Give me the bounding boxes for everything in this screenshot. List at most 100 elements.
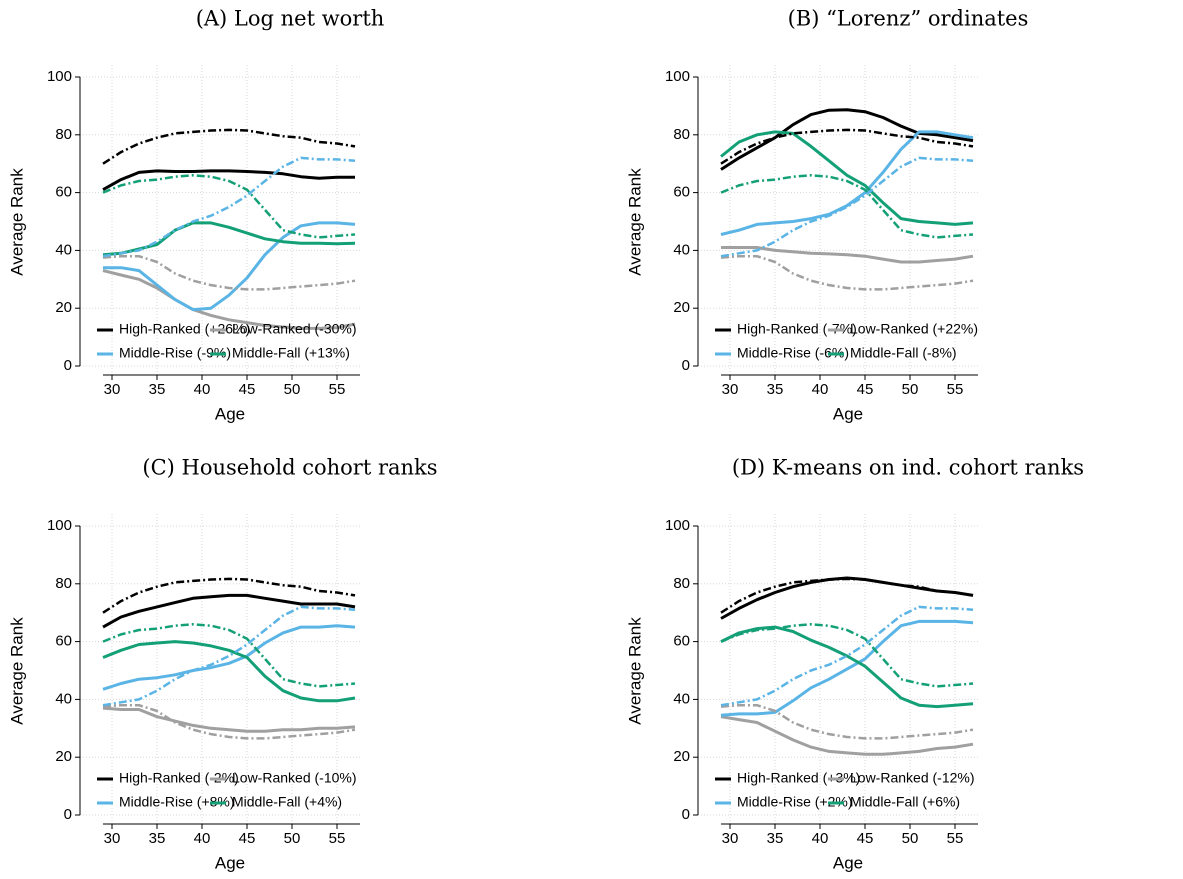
x-tick-label: 50	[902, 830, 919, 847]
x-axis-title: Age	[833, 853, 863, 872]
y-tick-label: 100	[665, 68, 690, 85]
y-tick-label: 60	[673, 633, 690, 650]
y-tick-label: 60	[673, 184, 690, 201]
y-tick-label: 40	[673, 690, 690, 707]
x-tick-label: 30	[722, 381, 739, 398]
series-line	[102, 169, 355, 192]
x-tick-label: 45	[857, 830, 874, 847]
y-axis-title: Average Rank	[625, 168, 644, 276]
y-axis-title: Average Rank	[625, 617, 644, 725]
legend-label: Low-Ranked (-10%)	[232, 770, 357, 786]
reference-line	[720, 577, 974, 614]
x-tick-label: 35	[149, 830, 166, 847]
legend-label: Low-Ranked (-12%)	[850, 770, 975, 786]
y-tick-label: 40	[55, 241, 72, 258]
reference-line	[102, 703, 356, 740]
reference-line	[102, 174, 356, 239]
series-line	[720, 619, 974, 717]
y-tick-label: 20	[673, 299, 690, 316]
y-axis-title: Average Rank	[7, 617, 26, 725]
legend-label: Middle-Fall (+13%)	[232, 345, 350, 361]
y-tick-label: 80	[55, 126, 72, 143]
reference-line	[720, 254, 974, 291]
x-tick-label: 45	[239, 381, 256, 398]
x-tick-label: 50	[284, 381, 301, 398]
x-tick-label: 45	[239, 830, 256, 847]
legend-label: High-Ranked (-2%)	[119, 770, 239, 786]
y-tick-label: 100	[47, 517, 72, 534]
legend-label: Middle-Fall (+6%)	[850, 794, 960, 810]
x-tick-label: 40	[194, 830, 211, 847]
chart-title: (B) “Lorenz” ordinates	[788, 7, 1029, 31]
series-line	[720, 130, 974, 236]
series-line	[102, 269, 356, 330]
legend-label: Middle-Rise (+8%)	[119, 794, 235, 810]
y-tick-label: 20	[673, 748, 690, 765]
y-tick-label: 0	[682, 357, 690, 374]
legend-label: High-Ranked (+3%)	[737, 770, 860, 786]
x-tick-label: 55	[947, 830, 964, 847]
y-tick-label: 60	[55, 184, 72, 201]
x-tick-label: 35	[149, 381, 166, 398]
x-tick-label: 40	[812, 381, 829, 398]
reference-line	[720, 623, 974, 688]
series-line	[720, 625, 974, 709]
y-tick-label: 40	[673, 241, 690, 258]
x-tick-label: 30	[722, 830, 739, 847]
x-tick-label: 40	[194, 381, 211, 398]
y-tick-label: 40	[55, 690, 72, 707]
x-tick-label: 45	[857, 381, 874, 398]
legend-label: High-Ranked (+26%)	[119, 321, 250, 337]
chart-title: (D) K-means on ind. cohort ranks	[732, 456, 1084, 480]
series-line	[102, 640, 356, 703]
x-tick-label: 35	[767, 830, 784, 847]
x-tick-label: 55	[329, 830, 346, 847]
series-line	[102, 593, 356, 629]
y-tick-label: 80	[673, 575, 690, 592]
x-tick-label: 30	[104, 381, 121, 398]
series-line	[102, 706, 356, 733]
legend-label: Middle-Rise (-9%)	[119, 345, 231, 361]
reference-line	[720, 605, 974, 707]
reference-line	[720, 174, 974, 239]
x-axis-title: Age	[215, 404, 245, 423]
x-tick-label: 35	[767, 381, 784, 398]
chart-title: (C) Household cohort ranks	[142, 456, 437, 480]
legend-label: Middle-Rise (-6%)	[737, 345, 849, 361]
y-tick-label: 80	[55, 575, 72, 592]
y-axis-title: Average Rank	[7, 168, 26, 276]
reference-line	[102, 577, 356, 614]
series-line	[720, 130, 974, 226]
y-tick-label: 100	[665, 517, 690, 534]
series-line	[102, 624, 356, 691]
legend-label: Low-Ranked (-30%)	[232, 321, 357, 337]
x-tick-label: 50	[902, 381, 919, 398]
y-tick-label: 100	[47, 68, 72, 85]
x-tick-label: 55	[329, 381, 346, 398]
chart-title: (A) Log net worth	[196, 7, 385, 31]
x-tick-label: 40	[812, 830, 829, 847]
legend-label: High-Ranked (-7%)	[737, 321, 857, 337]
series-line	[720, 715, 974, 756]
reference-line	[720, 128, 974, 165]
reference-line	[102, 605, 356, 707]
reference-line	[720, 156, 974, 258]
legend-label: Middle-Fall (+4%)	[232, 794, 342, 810]
y-tick-label: 0	[682, 806, 690, 823]
reference-line	[102, 128, 356, 165]
y-tick-label: 60	[55, 633, 72, 650]
reference-line	[102, 156, 356, 258]
reference-line	[102, 254, 356, 291]
x-tick-label: 50	[284, 830, 301, 847]
series-line	[720, 108, 974, 171]
legend-label: Low-Ranked (+22%)	[850, 321, 978, 337]
x-axis-title: Age	[215, 853, 245, 872]
legend-label: Middle-Fall (-8%)	[850, 345, 957, 361]
series-line	[721, 246, 974, 264]
x-tick-label: 55	[947, 381, 964, 398]
reference-line	[102, 623, 356, 688]
y-tick-label: 20	[55, 748, 72, 765]
y-tick-label: 80	[673, 126, 690, 143]
y-tick-label: 20	[55, 299, 72, 316]
